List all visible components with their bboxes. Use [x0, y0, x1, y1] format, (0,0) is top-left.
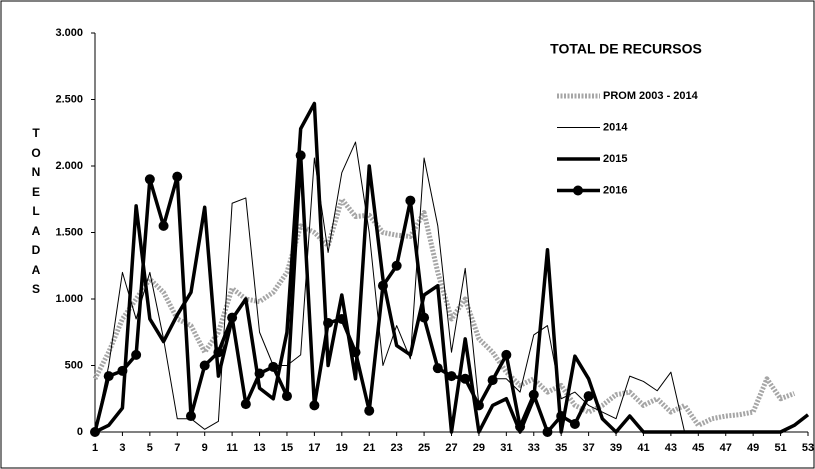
point-marker	[172, 171, 183, 182]
x-tick-label: 17	[308, 442, 320, 454]
point-marker	[90, 427, 100, 437]
chart-title: TOTAL DE RECURSOS	[550, 41, 702, 57]
point-marker	[460, 373, 471, 384]
x-tick-label: 41	[637, 442, 649, 454]
x-tick-label: 9	[202, 442, 208, 454]
x-tick-label: 49	[747, 442, 759, 454]
x-tick-label: 25	[418, 442, 430, 454]
x-tick-label: 5	[147, 442, 153, 454]
point-marker	[350, 347, 361, 358]
x-tick-label: 15	[281, 442, 293, 454]
point-marker	[131, 349, 142, 360]
legend-label: 2015	[603, 153, 627, 165]
x-tick-label: 3	[119, 442, 125, 454]
x-tick-label: 29	[473, 442, 485, 454]
x-tick-label: 39	[610, 442, 622, 454]
point-marker	[199, 360, 210, 371]
legend-label: PROM 2003 - 2014	[603, 90, 699, 102]
x-tick-label: 43	[665, 442, 677, 454]
point-marker	[419, 312, 430, 323]
x-tick-label: 33	[528, 442, 540, 454]
point-marker	[556, 411, 567, 422]
y-tick-label: 1.000	[55, 293, 83, 305]
series-line	[94, 101, 810, 434]
y-tick-label: 2.000	[55, 160, 83, 172]
point-marker	[583, 391, 594, 402]
point-marker	[117, 365, 128, 376]
y-tick-label: 2.500	[55, 93, 83, 105]
point-marker	[542, 427, 553, 437]
x-tick-label: 53	[802, 442, 814, 454]
x-tick-label: 19	[336, 442, 348, 454]
x-tick-label: 21	[363, 442, 375, 454]
x-tick-label: 37	[582, 442, 594, 454]
x-tick-label: 23	[391, 442, 403, 454]
x-tick-label: 51	[774, 442, 786, 454]
point-marker	[501, 349, 512, 360]
point-marker	[309, 400, 320, 411]
point-marker	[336, 313, 347, 324]
legend-label: 2014	[603, 121, 628, 133]
point-marker	[473, 400, 484, 411]
point-marker	[569, 419, 580, 430]
point-marker	[227, 312, 238, 323]
y-tick-label: 500	[65, 359, 83, 371]
point-marker	[515, 421, 526, 432]
point-marker	[240, 399, 251, 410]
point-marker	[432, 363, 443, 374]
x-tick-label: 27	[445, 442, 457, 454]
x-tick-label: 7	[174, 442, 180, 454]
series-line	[92, 196, 796, 428]
x-tick-label: 45	[692, 442, 704, 454]
legend-label: 2016	[603, 184, 627, 196]
x-tick-label: 31	[500, 442, 512, 454]
point-marker	[377, 280, 388, 291]
x-tick-label: 13	[253, 442, 265, 454]
x-tick-label: 11	[226, 442, 238, 454]
point-marker	[391, 260, 402, 271]
y-tick-label: 0	[77, 426, 83, 438]
point-marker	[144, 174, 155, 185]
x-tick-label: 47	[720, 442, 732, 454]
x-tick-label: 1	[92, 442, 98, 454]
point-marker	[103, 371, 114, 382]
series-line	[94, 141, 808, 433]
point-marker	[254, 368, 265, 379]
point-marker	[364, 405, 375, 416]
point-marker	[158, 220, 169, 231]
point-marker	[268, 361, 279, 372]
legend-marker	[573, 185, 583, 196]
y-tick-label: 1.500	[55, 226, 83, 238]
point-marker	[281, 391, 292, 402]
y-axis-label: TONELADAS	[31, 126, 41, 296]
x-tick-label: 35	[555, 442, 567, 454]
point-marker	[446, 371, 457, 382]
point-marker	[487, 375, 498, 386]
point-marker	[185, 411, 196, 422]
point-marker	[528, 389, 539, 400]
y-tick-label: 3.000	[55, 27, 83, 39]
point-marker	[323, 317, 334, 328]
point-marker	[213, 347, 224, 358]
point-marker	[405, 195, 416, 206]
point-marker	[295, 150, 306, 161]
